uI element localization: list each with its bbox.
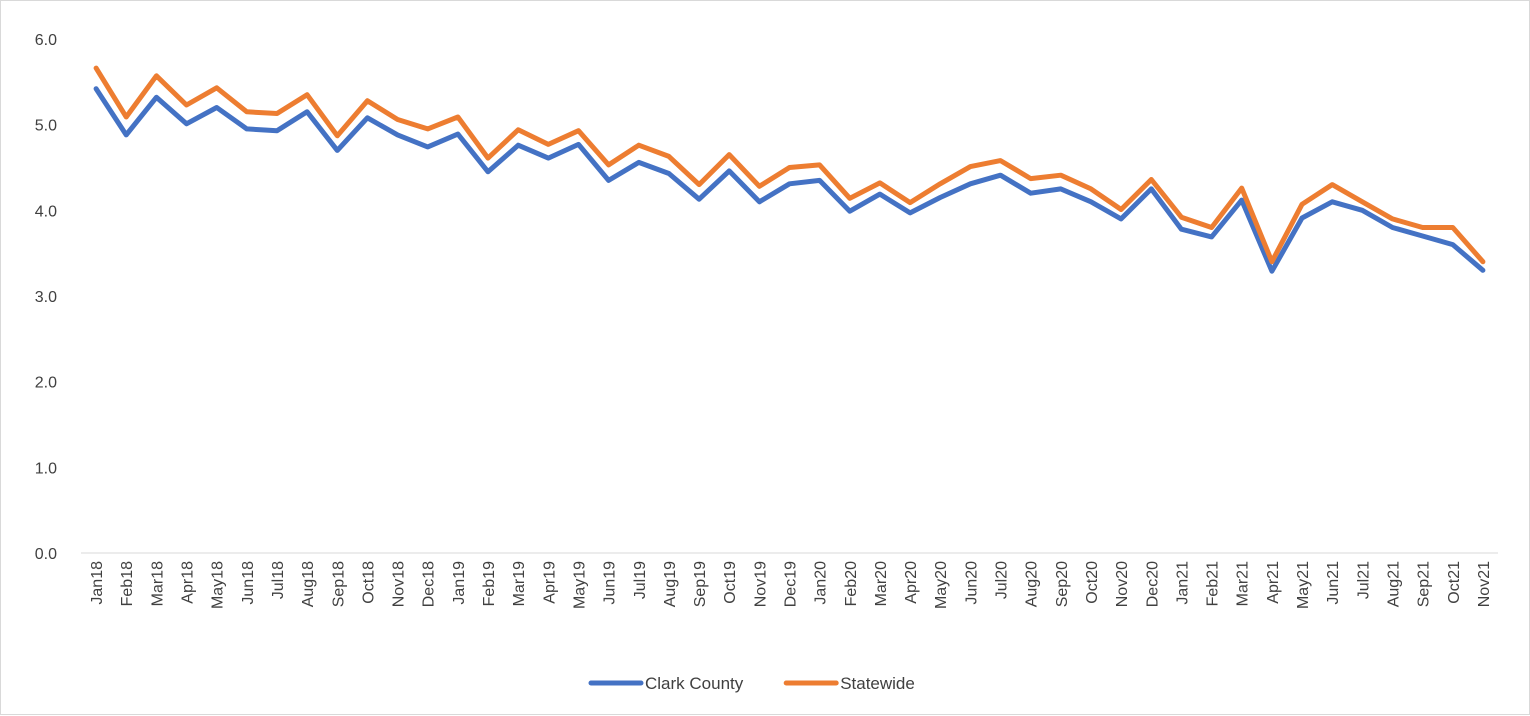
x-tick-label: Sep20 <box>1054 561 1071 607</box>
x-tick-label: Oct18 <box>360 561 377 604</box>
x-tick-label: Sep18 <box>330 561 347 607</box>
x-tick-label: Sep21 <box>1416 561 1433 607</box>
legend-label: Statewide <box>840 674 915 693</box>
x-tick-label: Apr21 <box>1265 561 1282 604</box>
x-axis-labels: Jan18 Feb18 Mar18 Apr18 May18 Jun18 Jul18 Aug18… <box>89 561 1493 609</box>
x-tick-label: Mar21 <box>1235 561 1252 606</box>
x-tick-label: Oct19 <box>722 561 739 604</box>
x-tick-label: Jul18 <box>270 561 287 599</box>
x-tick-label: Nov21 <box>1476 561 1493 607</box>
x-tick-label: Mar20 <box>873 561 890 606</box>
x-tick-label: Oct20 <box>1084 561 1101 604</box>
x-tick-label: Jan20 <box>813 561 830 605</box>
x-tick-label: Jun20 <box>963 561 980 605</box>
x-tick-label: Jun21 <box>1325 561 1342 605</box>
x-tick-label: Jun18 <box>240 561 257 605</box>
x-tick-label: Jan18 <box>89 561 106 605</box>
x-tick-label: Apr18 <box>180 561 197 604</box>
x-tick-label: Sep19 <box>692 561 709 607</box>
x-tick-label: Dec18 <box>421 561 438 607</box>
x-tick-label: Apr20 <box>903 561 920 604</box>
x-tick-label: May18 <box>210 561 227 609</box>
x-tick-label: Dec19 <box>783 561 800 607</box>
x-tick-label: Dec20 <box>1144 561 1161 607</box>
y-tick-label: 2.0 <box>35 375 57 392</box>
x-tick-label: Aug19 <box>662 561 679 607</box>
x-tick-label: Nov20 <box>1114 561 1131 607</box>
series-lines <box>93 65 1486 274</box>
x-tick-label: Nov18 <box>391 561 408 607</box>
x-tick-label: Jan19 <box>451 561 468 605</box>
y-tick-label: 3.0 <box>35 289 57 306</box>
x-tick-label: Feb20 <box>843 561 860 606</box>
x-tick-label: Jul19 <box>632 561 649 599</box>
x-tick-label: May21 <box>1295 561 1312 609</box>
legend-label: Clark County <box>645 674 744 693</box>
series-line-statewide <box>93 65 1486 265</box>
x-tick-label: Aug20 <box>1024 561 1041 607</box>
x-tick-label: Mar18 <box>149 561 166 606</box>
x-tick-label: Aug18 <box>300 561 317 607</box>
legend: Clark County Statewide <box>588 674 915 693</box>
x-tick-label: Mar19 <box>511 561 528 606</box>
y-axis-labels: 0.0 1.0 2.0 3.0 4.0 5.0 6.0 <box>35 32 57 563</box>
x-tick-label: Feb21 <box>1205 561 1222 606</box>
x-tick-label: Feb19 <box>481 561 498 606</box>
y-tick-label: 5.0 <box>35 118 57 135</box>
x-tick-label: Feb18 <box>119 561 136 606</box>
x-tick-label: Aug21 <box>1385 561 1402 607</box>
x-tick-label: Oct21 <box>1446 561 1463 604</box>
x-tick-label: Nov19 <box>752 561 769 607</box>
x-tick-label: May20 <box>933 561 950 609</box>
x-tick-label: Jan21 <box>1174 561 1191 605</box>
x-tick-label: May19 <box>571 561 588 609</box>
y-tick-label: 6.0 <box>35 32 57 49</box>
x-tick-label: Jul20 <box>994 561 1011 599</box>
y-tick-label: 1.0 <box>35 460 57 477</box>
x-tick-label: Jul21 <box>1355 561 1372 599</box>
x-tick-label: Jun19 <box>602 561 619 605</box>
series-line-clark-county <box>93 86 1486 274</box>
x-tick-label: Apr19 <box>541 561 558 604</box>
y-tick-label: 4.0 <box>35 203 57 220</box>
y-tick-label: 0.0 <box>35 546 57 563</box>
